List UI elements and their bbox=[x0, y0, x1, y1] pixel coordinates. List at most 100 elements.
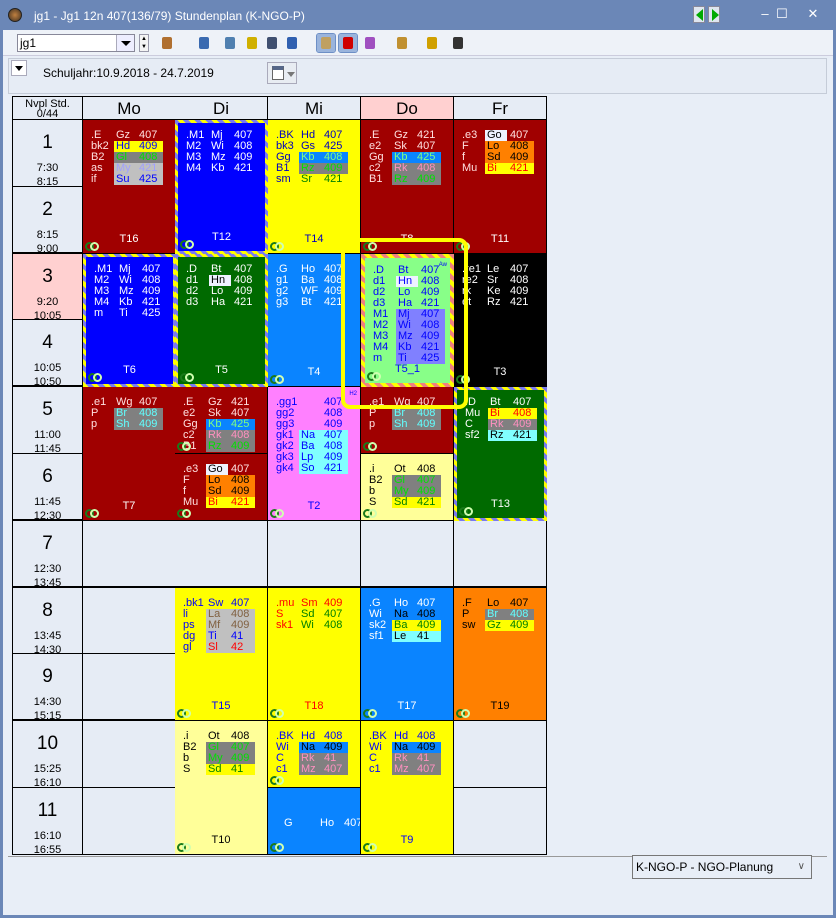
teachers-icon[interactable] bbox=[158, 34, 176, 52]
period-header-7[interactable]: 7 12:30 13:45 bbox=[12, 520, 83, 589]
room: 408 bbox=[231, 730, 250, 743]
coupling-rings-icon bbox=[180, 373, 194, 383]
day-header-do[interactable]: Do bbox=[361, 96, 454, 120]
room: 409 bbox=[324, 741, 343, 754]
panel-collapse-button[interactable] bbox=[11, 60, 27, 76]
period-header-9[interactable]: 9 14:30 15:15 bbox=[12, 654, 83, 722]
lesson-block[interactable]: .E Gz 421 e2 Sk 407 Gg Kb 425 c2 Rk 408 B1 Rz 409 T8 bbox=[361, 120, 454, 254]
palette-icon[interactable] bbox=[316, 33, 336, 53]
teacher: WF bbox=[301, 284, 319, 297]
period-header-4[interactable]: 4 10:05 10:50 bbox=[12, 320, 83, 388]
period-header-5[interactable]: 5 11:00 11:45 bbox=[12, 387, 83, 455]
binoculars-icon[interactable] bbox=[263, 34, 281, 52]
lesson-block[interactable]: .e3 Go 407 F Lo 408 f Sd 409 Mu Bi 421 T11 bbox=[454, 120, 547, 254]
calendar-button[interactable] bbox=[267, 62, 297, 84]
app-clock-icon bbox=[8, 8, 22, 22]
highlight bbox=[485, 152, 534, 163]
lesson-block[interactable]: .M1 Mj 407 M2 Wi 408 M3 Mz 409 M4 Kb 421 T12 bbox=[175, 120, 268, 254]
element-select[interactable]: jg1 bbox=[17, 34, 135, 52]
coupling-rings-icon bbox=[270, 241, 284, 251]
gear-icon[interactable] bbox=[423, 34, 441, 52]
lesson-block[interactable]: .G Ho 407 g1 Ba 408 g2 WF 409 g3 Bt 421 T4 bbox=[268, 253, 361, 388]
period-header-2[interactable]: 2 8:15 9:00 bbox=[12, 186, 83, 255]
lesson-block[interactable]: .e1 Wg 407 P Br 408 p Sh 409 bbox=[361, 387, 454, 454]
lesson-number: T4 bbox=[307, 366, 321, 379]
next-button[interactable] bbox=[708, 6, 720, 23]
room: 41 bbox=[324, 752, 337, 765]
period-header-11[interactable]: 11 16:10 16:55 bbox=[12, 788, 83, 856]
chevron-down-icon[interactable] bbox=[116, 35, 134, 51]
lesson-block[interactable]: .D Bt 407 d1 Hn 408 d2 Lo 409 d3 Ha 421 M1 Mj 407 M2 Wi 4… bbox=[361, 253, 454, 388]
lesson-tag: Aw bbox=[438, 261, 447, 268]
empty-slot[interactable] bbox=[83, 788, 176, 855]
undo-icon[interactable] bbox=[283, 34, 301, 52]
room: 409 bbox=[510, 284, 529, 297]
empty-slot[interactable] bbox=[175, 520, 268, 588]
empty-slot[interactable] bbox=[83, 721, 176, 788]
lesson-block[interactable]: G Ho 407 bbox=[268, 788, 361, 855]
highlight bbox=[392, 486, 441, 497]
lesson-block[interactable]: .BK Hd 408 Wi Na 409 C Rk 41 c1 Mz 407 T9 bbox=[361, 721, 454, 855]
class-name: bk3 bbox=[276, 140, 294, 152]
settings-page-icon[interactable] bbox=[393, 34, 411, 52]
teacher: Gz bbox=[208, 396, 223, 409]
lesson-block[interactable]: .G Ho 407 Wi Na 408 sk2 Ba 409 sf1 Le 41 T17 bbox=[361, 587, 454, 722]
period-header-1[interactable]: 1 7:30 8:15 bbox=[12, 120, 83, 188]
empty-slot[interactable] bbox=[83, 587, 176, 655]
lesson-block[interactable]: .re1 Le 407 re2 Sr 408 rk Ke 409 et Rz 421 T3 bbox=[454, 253, 547, 388]
lesson-block[interactable]: .gg1 407 gg2 408 gg3 409 gk1 Na 407 gk2 Ba 408 gk3 Lp… bbox=[268, 387, 361, 521]
period-header-6[interactable]: 6 11:45 12:30 bbox=[12, 454, 83, 522]
day-header-mo[interactable]: Mo bbox=[83, 96, 176, 120]
period-end: 8:15 bbox=[36, 176, 59, 188]
tree-icon[interactable] bbox=[361, 34, 379, 52]
maximize-button[interactable]: ☐ bbox=[776, 6, 788, 21]
element-spinner[interactable]: ▲ ▼ bbox=[139, 34, 149, 52]
lesson-block[interactable]: .e3 Go 407 F Lo 408 f Sd 409 Mu Bi 421 bbox=[175, 454, 268, 521]
room: 41 bbox=[417, 629, 430, 642]
lesson-block[interactable]: .i Ot 408 B2 Gl 407 b My 409 S Sd 41 T10 bbox=[175, 721, 268, 855]
profile-select[interactable]: K-NGO-P - NGO-Planung ∨ bbox=[632, 855, 812, 879]
lesson-number: T11 bbox=[490, 232, 510, 245]
empty-slot[interactable] bbox=[268, 520, 361, 588]
lesson-block[interactable]: .BK Hd 408 Wi Na 409 C Rk 41 c1 Mz 407 bbox=[268, 721, 361, 788]
lock-icon[interactable] bbox=[243, 34, 261, 52]
lesson-block[interactable]: .M1 Mj 407 M2 Wi 408 M3 Mz 409 M4 Kb 421 m Ti 425 T6 bbox=[83, 253, 176, 388]
empty-slot[interactable] bbox=[83, 520, 176, 588]
door-icon[interactable] bbox=[221, 34, 239, 52]
lesson-block[interactable]: .e1 Wg 407 P Br 408 p Sh 409 T7 bbox=[83, 387, 176, 521]
minimize-button[interactable]: – bbox=[761, 6, 769, 21]
empty-slot[interactable] bbox=[83, 654, 176, 722]
lesson-block[interactable]: .i Ot 408 B2 Gl 407 b My 409 S Sd 421 bbox=[361, 454, 454, 521]
lesson-block[interactable]: .E Gz 407 bk2 Hd 409 B2 Gl 408 as My 421 if Su 425 T16 bbox=[83, 120, 176, 254]
lesson-block[interactable]: .BK Hd 407 bk3 Gs 425 Gg Kb 408 B1 Rz 409 sm Sr 421 T14 bbox=[268, 120, 361, 254]
previous-button[interactable] bbox=[693, 6, 705, 23]
lesson-block[interactable]: .D Bt 407 Mu Bi 408 C Rk 409 sf2 Rz 421 T13 bbox=[454, 387, 547, 521]
lesson-block[interactable]: .mu Sm 409 S Sd 407 sk1 Wi 408 T18 bbox=[268, 587, 361, 722]
room: 409 bbox=[417, 618, 436, 631]
class-name: b bbox=[183, 752, 190, 765]
period-header-8[interactable]: 8 13:45 14:30 bbox=[12, 587, 83, 656]
period-header-3[interactable]: 3 9:20 10:05 bbox=[12, 253, 83, 322]
close-button[interactable]: ✕ bbox=[807, 6, 819, 21]
period-header-10[interactable]: 10 15:25 16:10 bbox=[12, 721, 83, 789]
empty-slot[interactable] bbox=[454, 520, 547, 588]
lesson-block[interactable]: .F Lo 407 P Br 408 sw Gz 409 T19 bbox=[454, 587, 547, 722]
room: 425 bbox=[324, 140, 343, 152]
empty-slot[interactable] bbox=[454, 788, 547, 855]
pin-icon[interactable] bbox=[338, 33, 358, 53]
lesson-block[interactable]: .D Bt 407 d1 Hn 408 d2 Lo 409 d3 Ha 421 T5 bbox=[175, 253, 268, 388]
day-header-mi[interactable]: Mi bbox=[268, 96, 361, 120]
lesson-block[interactable]: .bk1 Sw 407 li La 408 ps Mf 409 dg Ti 41 gl Sl 42 T15 bbox=[175, 587, 268, 722]
toolbar: jg1 ▲ ▼ bbox=[3, 30, 833, 56]
day-header-fr[interactable]: Fr bbox=[454, 96, 547, 120]
list-menu-icon[interactable] bbox=[449, 34, 467, 52]
expand-icon[interactable] bbox=[195, 34, 213, 52]
day-header-di[interactable]: Di bbox=[175, 96, 268, 120]
room: 407 bbox=[234, 262, 253, 275]
coupling-rings-icon bbox=[456, 709, 470, 719]
coupling-rings-icon bbox=[180, 239, 194, 249]
empty-slot[interactable] bbox=[361, 520, 454, 588]
empty-slot[interactable] bbox=[454, 721, 547, 788]
lesson-block[interactable]: .E Gz 421 e2 Sk 407 Gg Kb 425 c2 Rk 408 B1 Rz 409 bbox=[175, 387, 268, 454]
room: 407 bbox=[324, 763, 343, 776]
